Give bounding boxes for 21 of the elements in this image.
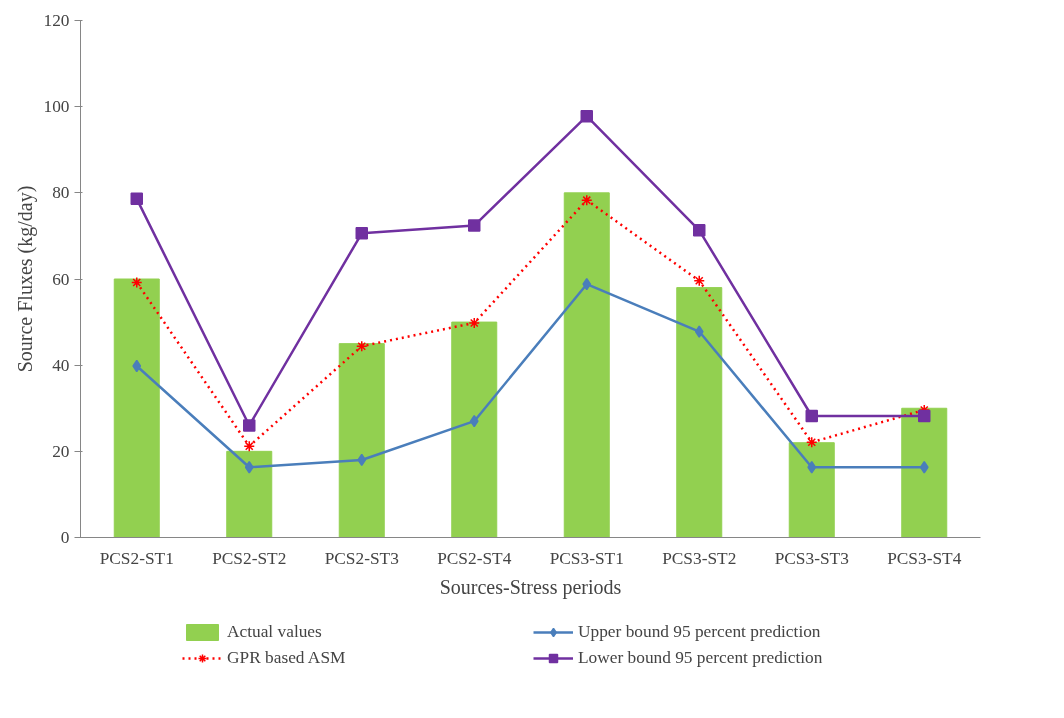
x-tick-label: PCS3-ST2 [662, 548, 737, 568]
y-axis-title: Source Fluxes (kg/day) [13, 185, 37, 373]
x-tick-label: PCS2-ST1 [99, 548, 174, 568]
x-tick-label: PCS3-ST3 [774, 548, 849, 568]
x-tick-label: PCS3-ST1 [549, 548, 624, 568]
y-tick-label: 0 [60, 528, 70, 547]
y-tick-label: 20 [52, 441, 70, 461]
y-tick-label: 80 [52, 183, 70, 203]
x-tick-label: PCS2-ST2 [212, 548, 287, 568]
legend-label: GPR based ASM [227, 648, 347, 668]
y-tick-label: 100 [43, 97, 70, 117]
x-tick-label: PCS2-ST4 [437, 548, 512, 568]
y-tick-label: 60 [52, 269, 70, 289]
legend-label: Upper bound 95 percent prediction [578, 622, 822, 642]
legend-label: Lower bound 95 percent prediction [578, 648, 824, 668]
x-axis-title: Sources-Stress periods [439, 575, 622, 599]
x-tick-label: PCS3-ST4 [887, 548, 962, 568]
legend-label: Actual values [227, 622, 323, 642]
y-tick-label: 40 [52, 355, 70, 375]
y-tick-label: 120 [43, 11, 70, 30]
x-tick-label: PCS2-ST3 [324, 548, 399, 568]
